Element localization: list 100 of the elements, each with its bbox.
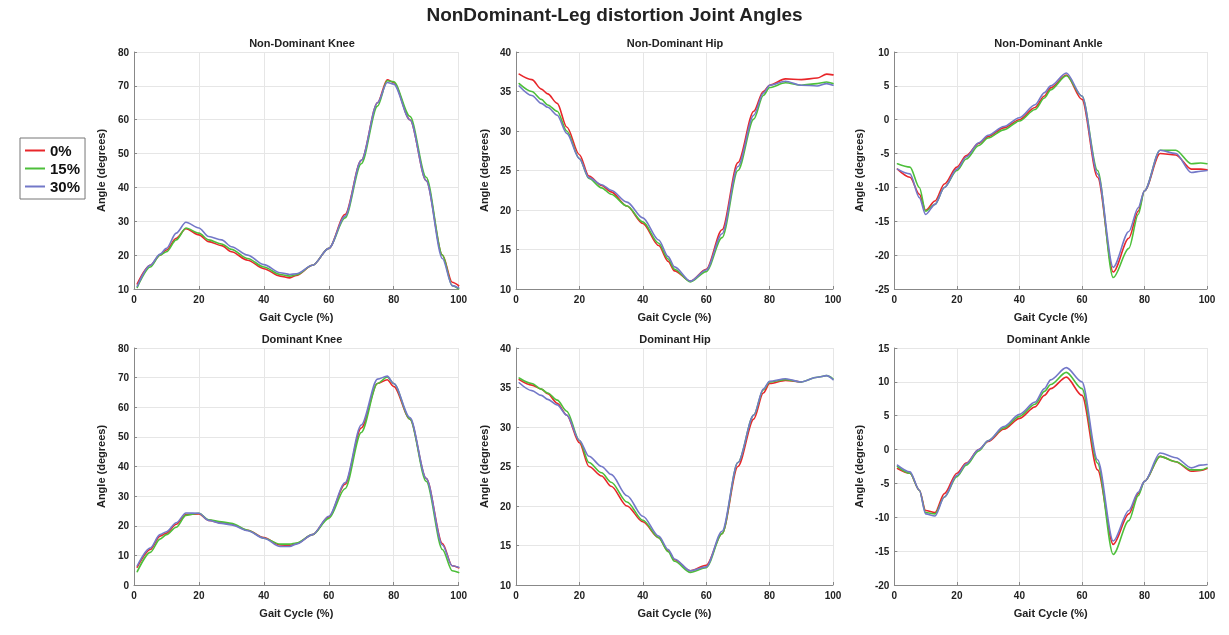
y-tick-label: 40 [499,342,512,354]
y-tick-label: 0 [123,579,130,591]
y-axis-title: Angle (degrees) [477,128,490,213]
x-tick-label: 100 [450,589,468,601]
y-tick-label: 70 [117,372,130,384]
y-tick-label: 30 [117,215,130,227]
x-tick-label: 0 [131,589,138,601]
x-tick-label: 0 [513,589,520,601]
x-tick-label: 40 [258,293,270,305]
y-tick-label: 50 [117,148,130,160]
chart-title: Non-Dominant Ankle [994,36,1103,49]
x-tick-label: 60 [1076,293,1088,305]
y-tick-label: -20 [874,579,890,591]
x-tick-label: 60 [700,293,713,305]
text: NonDominant-Leg distortion Joint Angles [425,4,804,26]
chart-title: Dominant Hip [639,332,712,345]
x-axis-title: Gait Cycle (%) [637,310,712,323]
chart-title: Non-Dominant Knee [249,36,355,49]
x-tick-label: 80 [764,293,776,305]
x-tick-label: 20 [193,293,205,305]
x-tick-label: 100 [1198,293,1216,305]
x-tick-label: 0 [891,293,898,305]
y-tick-label: -15 [874,545,890,557]
y-tick-label: 10 [499,283,512,295]
y-tick-label: 40 [499,46,512,58]
y-tick-label: 60 [117,114,130,126]
y-axis-title: Angle (degrees) [95,424,108,509]
x-tick-label: 40 [1013,589,1026,601]
x-tick-label: 100 [450,293,468,305]
y-tick-label: 20 [499,500,512,512]
x-tick-label: 100 [824,589,842,601]
y-tick-label: 5 [883,80,890,92]
y-tick-label: 20 [117,520,130,532]
x-tick-label: 0 [513,293,520,305]
y-tick-label: 0 [883,114,890,126]
chart-title: Non-Dominant Hip [626,36,724,49]
legend-label: 15% [50,160,81,177]
y-tick-label: -15 [874,215,890,227]
y-axis-title: Angle (degrees) [477,424,490,509]
x-axis-title: Gait Cycle (%) [1013,606,1088,619]
x-tick-label: 60 [323,293,335,305]
x-tick-label: 60 [323,589,335,601]
y-tick-label: 30 [117,490,130,502]
x-tick-label: 0 [891,589,898,601]
y-tick-label: 50 [117,431,130,443]
y-tick-label: 15 [499,540,512,551]
x-tick-label: 20 [573,589,586,601]
x-tick-label: 20 [573,293,586,305]
y-axis-title: Angle (degrees) [852,128,865,213]
x-tick-label: 80 [1138,589,1151,601]
x-tick-label: 100 [1198,589,1216,601]
x-tick-label: 40 [637,293,649,305]
y-axis-title: Angle (degrees) [852,424,865,509]
x-tick-label: 80 [1138,293,1151,305]
y-tick-label: 35 [499,86,512,97]
legend-label: 0% [50,142,72,159]
y-tick-label: 15 [499,244,512,255]
legend-label: 30% [50,178,81,195]
y-tick-label: -20 [874,249,890,261]
x-tick-label: 100 [824,293,842,305]
y-tick-label: -25 [874,283,890,295]
y-tick-label: 10 [499,579,512,591]
x-tick-label: 80 [388,589,400,601]
x-axis-title: Gait Cycle (%) [637,606,712,619]
x-axis-title: Gait Cycle (%) [1013,310,1088,323]
y-tick-label: 80 [117,342,130,354]
x-tick-label: 20 [951,589,963,601]
x-tick-label: 40 [637,589,649,601]
x-tick-label: 80 [388,293,400,305]
y-tick-label: 10 [117,549,130,561]
x-tick-label: 20 [951,293,963,305]
chart-title: Dominant Knee [261,332,343,345]
y-tick-label: 60 [117,401,130,413]
y-tick-label: 10 [878,46,890,58]
y-tick-label: -5 [880,148,890,160]
y-tick-label: 80 [117,46,130,58]
y-axis-title: Angle (degrees) [95,128,108,213]
x-axis-title: Gait Cycle (%) [259,310,334,323]
x-tick-label: 40 [1013,293,1026,305]
y-tick-label: 15 [878,342,890,354]
x-tick-label: 60 [1076,589,1088,601]
x-tick-label: 80 [764,589,776,601]
y-tick-label: -10 [874,181,890,193]
y-tick-label: 5 [883,410,890,422]
y-tick-label: 40 [117,461,130,472]
y-tick-label: 30 [499,125,512,137]
x-axis-title: Gait Cycle (%) [259,606,334,619]
y-tick-label: 40 [117,181,130,193]
y-tick-label: 10 [117,283,130,295]
y-tick-label: 0 [883,444,890,456]
y-tick-label: 25 [499,461,512,472]
y-tick-label: 10 [878,376,890,388]
y-tick-label: 20 [117,249,130,261]
x-tick-label: 20 [193,589,205,601]
y-tick-label: 70 [117,80,130,92]
y-tick-label: 30 [499,421,512,433]
chart-title: Dominant Ankle [1006,332,1091,345]
x-tick-label: 60 [700,589,713,601]
y-tick-label: 35 [499,382,512,393]
y-tick-label: 20 [499,204,512,216]
